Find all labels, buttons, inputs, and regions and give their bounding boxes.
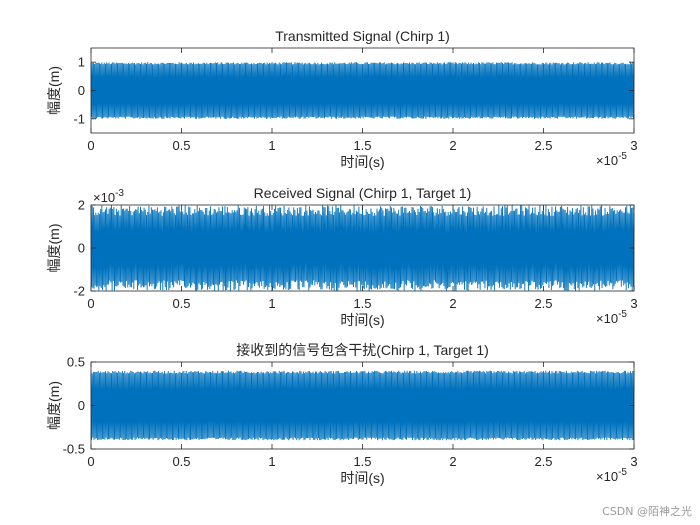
x-axis-label: 时间(s) <box>340 470 384 486</box>
x-tick-label: 1.5 <box>353 296 371 311</box>
x-tick-label: 0.5 <box>172 138 190 153</box>
y-tick-label: 0 <box>78 398 85 413</box>
y-tick-label: 0 <box>78 83 85 98</box>
x-tick-label: 2.5 <box>534 138 552 153</box>
x-tick-label: 2 <box>449 296 456 311</box>
x-tick-label: 0 <box>87 296 94 311</box>
x-exponent-label: ×10-5 <box>596 151 627 168</box>
y-exponent-power: -3 <box>115 188 124 199</box>
y-tick-label: 0.5 <box>67 355 85 370</box>
x-tick-label: 0 <box>87 138 94 153</box>
signal-line <box>90 62 635 119</box>
x-tick-label: 1.5 <box>353 138 371 153</box>
chart-title: Transmitted Signal (Chirp 1) <box>275 28 450 44</box>
signal-line <box>90 370 635 441</box>
x-tick-label: 1.5 <box>353 454 371 469</box>
x-tick-label: 1 <box>268 454 275 469</box>
y-tick-label: -1 <box>73 111 85 126</box>
y-tick-label: 0 <box>78 241 85 256</box>
chart-title: 接收到的信号包含干扰(Chirp 1, Target 1) <box>236 342 489 358</box>
x-tick-label: 3 <box>630 296 637 311</box>
x-tick-label: 3 <box>630 138 637 153</box>
y-tick-label: 1 <box>78 55 85 70</box>
y-tick-label: 2 <box>78 198 85 213</box>
x-tick-label: 1 <box>268 138 275 153</box>
x-tick-label: 1 <box>268 296 275 311</box>
x-axis-label: 时间(s) <box>340 312 384 328</box>
x-tick-label: 2.5 <box>534 296 552 311</box>
x-exponent-power: -5 <box>618 151 627 162</box>
x-tick-label: 0 <box>87 454 94 469</box>
x-tick-label: 2 <box>449 138 456 153</box>
chart-title: Received Signal (Chirp 1, Target 1) <box>254 185 472 201</box>
x-tick-label: 2 <box>449 454 456 469</box>
y-axis-label: 幅度(m) <box>46 66 62 115</box>
y-tick-label: -0.5 <box>63 442 85 457</box>
x-axis-label: 时间(s) <box>340 154 384 170</box>
y-tick-label: -2 <box>73 284 85 299</box>
x-tick-label: 2.5 <box>534 454 552 469</box>
y-exponent-label: ×10-3 <box>93 188 124 205</box>
x-exponent-label: ×10-5 <box>596 309 627 326</box>
y-axis-label: 幅度(m) <box>46 381 62 430</box>
x-tick-label: 3 <box>630 454 637 469</box>
x-tick-label: 0.5 <box>172 296 190 311</box>
watermark: CSDN @陌神之光 <box>602 505 692 518</box>
x-exponent-power: -5 <box>618 309 627 320</box>
y-axis-label: 幅度(m) <box>46 224 62 273</box>
x-tick-label: 0.5 <box>172 454 190 469</box>
x-exponent-label: ×10-5 <box>596 467 627 484</box>
x-exponent-power: -5 <box>618 467 627 478</box>
